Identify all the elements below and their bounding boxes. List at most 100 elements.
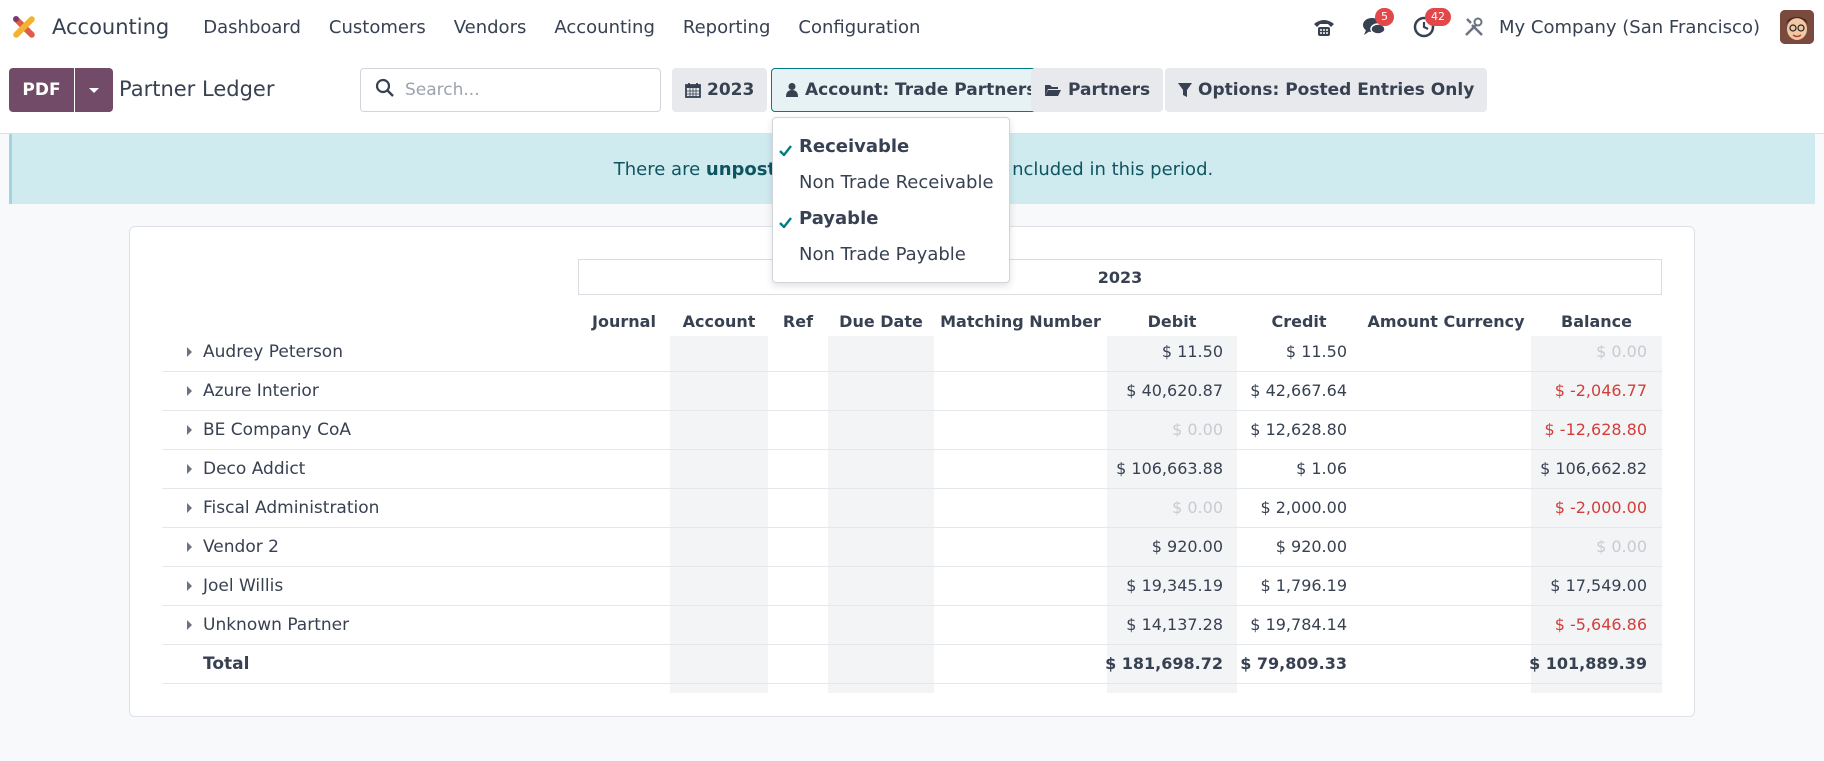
debit-value: $ 106,663.88 <box>1116 459 1223 478</box>
app-brand[interactable]: Accounting <box>8 11 189 43</box>
account-option-non-trade-payable[interactable]: Non Trade Payable <box>799 244 966 265</box>
debit-value: $ 11.50 <box>1161 342 1223 361</box>
column-header-amount-currency[interactable]: Amount Currency <box>1367 311 1525 331</box>
caret-right-icon <box>187 620 192 630</box>
checkmark-icon <box>779 140 792 161</box>
caret-right-icon <box>187 347 192 357</box>
company-switcher[interactable]: My Company (San Francisco) <box>1499 16 1760 38</box>
due-date-column-shade <box>828 336 934 693</box>
partner-row[interactable]: Deco Addict $ 106,663.88 $ 1.06 $ 106,66… <box>162 450 1662 489</box>
alert-text-prefix: There are <box>613 158 706 180</box>
column-header-matching-number[interactable]: Matching Number <box>940 311 1101 331</box>
account-column-shade <box>670 336 768 693</box>
partner-name: BE Company CoA <box>203 420 351 440</box>
caret-right-icon <box>187 503 192 513</box>
pdf-options-toggle[interactable] <box>75 68 113 112</box>
options-filter-button[interactable]: Options: Posted Entries Only <box>1165 68 1488 112</box>
partner-name: Unknown Partner <box>203 615 350 635</box>
balance-value: $ 0.00 <box>1596 342 1647 361</box>
partner-row[interactable]: BE Company CoA $ 0.00 $ 12,628.80 $ -12,… <box>162 411 1662 450</box>
systray: 5 42 My Company (San Francisco) <box>1309 0 1824 54</box>
menu-reporting[interactable]: Reporting <box>682 16 771 38</box>
caret-right-icon <box>187 425 192 435</box>
column-header-ref[interactable]: Ref <box>782 311 814 331</box>
partner-row[interactable]: Unknown Partner $ 14,137.28 $ 19,784.14 … <box>162 606 1662 645</box>
partner-name: Audrey Peterson <box>203 342 343 362</box>
credit-value: $ 42,667.64 <box>1250 381 1347 400</box>
menu-configuration[interactable]: Configuration <box>798 16 921 38</box>
account-option-receivable[interactable]: Receivable <box>779 136 909 157</box>
alert-text-link[interactable]: unpost <box>705 158 777 180</box>
debit-value: $ 0.00 <box>1172 420 1223 439</box>
activities-count-badge: 42 <box>1425 8 1452 26</box>
column-header-account[interactable]: Account <box>682 311 756 331</box>
total-credit-value: $ 79,809.33 <box>1240 654 1347 673</box>
total-debit-value: $ 181,698.72 <box>1105 654 1223 673</box>
calendar-icon <box>685 82 701 98</box>
caret-right-icon <box>187 386 192 396</box>
partner-name: Deco Addict <box>203 459 306 479</box>
balance-value: $ -5,646.86 <box>1554 615 1647 634</box>
user-icon <box>785 82 799 98</box>
menu-vendors[interactable]: Vendors <box>453 16 527 38</box>
messages-icon[interactable]: 5 <box>1359 8 1395 42</box>
app-name: Accounting <box>52 15 170 39</box>
account-filter-button[interactable]: Account: Trade Partners <box>771 68 1051 112</box>
search-icon <box>375 78 395 103</box>
partners-filter-label: Partners <box>1068 80 1151 100</box>
total-balance-value: $ 101,889.39 <box>1529 654 1647 673</box>
account-filter-label: Account: Trade Partners <box>805 80 1037 100</box>
total-label: Total <box>203 654 250 674</box>
option-label: Payable <box>799 208 879 229</box>
page-title: Partner Ledger <box>119 77 275 101</box>
partner-row[interactable]: Azure Interior $ 40,620.87 $ 42,667.64 $… <box>162 372 1662 411</box>
menu-accounting[interactable]: Accounting <box>554 16 655 38</box>
date-filter-button[interactable]: 2023 <box>672 68 768 112</box>
debit-value: $ 0.00 <box>1172 498 1223 517</box>
search-input[interactable] <box>405 80 635 100</box>
menu-customers[interactable]: Customers <box>328 16 426 38</box>
account-option-non-trade-receivable[interactable]: Non Trade Receivable <box>799 172 994 193</box>
balance-value: $ -2,000.00 <box>1554 498 1647 517</box>
account-filter-dropdown: Receivable Non Trade Receivable Payable … <box>772 117 1010 283</box>
partner-row[interactable]: Joel Willis $ 19,345.19 $ 1,796.19 $ 17,… <box>162 567 1662 606</box>
control-panel: PDF Partner Ledger 2023 <box>0 54 1824 134</box>
column-header-journal[interactable]: Journal <box>592 311 656 331</box>
checkmark-icon <box>779 212 792 233</box>
option-label: Non Trade Receivable <box>799 172 994 193</box>
column-header-balance[interactable]: Balance <box>1561 311 1632 331</box>
menu-dashboard[interactable]: Dashboard <box>203 16 301 38</box>
caret-right-icon <box>187 581 192 591</box>
account-option-payable[interactable]: Payable <box>779 208 879 229</box>
balance-value: $ -12,628.80 <box>1544 420 1647 439</box>
balance-value: $ 17,549.00 <box>1550 576 1647 595</box>
column-header-debit[interactable]: Debit <box>1147 311 1197 331</box>
messages-count-badge: 5 <box>1375 8 1395 26</box>
user-avatar[interactable] <box>1780 10 1814 44</box>
partner-row[interactable]: Audrey Peterson $ 11.50 $ 11.50 $ 0.00 <box>162 333 1662 372</box>
partner-row[interactable]: Fiscal Administration $ 0.00 $ 2,000.00 … <box>162 489 1662 528</box>
top-navbar: Accounting Dashboard Customers Vendors A… <box>0 0 1824 54</box>
partner-name: Vendor 2 <box>203 537 279 557</box>
debit-value: $ 40,620.87 <box>1126 381 1223 400</box>
pdf-button[interactable]: PDF <box>9 68 74 112</box>
credit-value: $ 1,796.19 <box>1260 576 1347 595</box>
column-header-due-date[interactable]: Due Date <box>839 311 923 331</box>
folder-open-icon <box>1044 82 1062 98</box>
alert-text-suffix: ncluded in this period. <box>1012 158 1214 180</box>
column-header-credit[interactable]: Credit <box>1271 311 1327 331</box>
debit-value: $ 14,137.28 <box>1126 615 1223 634</box>
tools-icon[interactable] <box>1459 12 1489 42</box>
debit-value: $ 19,345.19 <box>1126 576 1223 595</box>
accounting-app-icon <box>8 11 40 43</box>
caret-right-icon <box>187 464 192 474</box>
chevron-down-icon <box>89 87 99 93</box>
credit-value: $ 19,784.14 <box>1250 615 1347 634</box>
credit-value: $ 11.50 <box>1285 342 1347 361</box>
balance-value: $ 106,662.82 <box>1540 459 1647 478</box>
partner-row[interactable]: Vendor 2 $ 920.00 $ 920.00 $ 0.00 <box>162 528 1662 567</box>
balance-column-shade <box>1531 336 1662 693</box>
activity-clock-icon[interactable]: 42 <box>1409 8 1452 42</box>
phone-icon[interactable] <box>1309 12 1339 42</box>
partners-filter-button[interactable]: Partners <box>1031 68 1164 112</box>
